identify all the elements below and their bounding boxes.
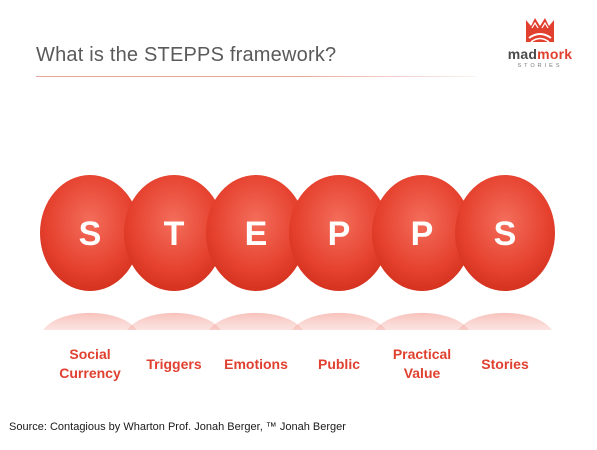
stepps-circle-s bbox=[40, 175, 140, 291]
stepps-label-line: Stories bbox=[481, 356, 529, 372]
title-divider bbox=[36, 76, 476, 77]
stepps-label: Emotions bbox=[211, 355, 301, 374]
stepps-label-line: Emotions bbox=[224, 356, 288, 372]
stepps-circle-p bbox=[372, 175, 472, 291]
slide-title: What is the STEPPS framework? bbox=[36, 44, 337, 66]
madmork-logo: madmork STORIES bbox=[500, 14, 580, 74]
stepps-label: Stories bbox=[460, 355, 550, 374]
stepps-label-line: Social bbox=[69, 346, 111, 362]
circle-reflection bbox=[127, 312, 221, 330]
stepps-letter: P bbox=[411, 215, 434, 253]
circle-reflection bbox=[292, 312, 386, 330]
stepps-circle-s bbox=[455, 175, 555, 291]
circle-reflection bbox=[209, 312, 303, 330]
stepps-label: Triggers bbox=[129, 355, 219, 374]
source-citation: Source: Contagious by Wharton Prof. Jona… bbox=[9, 421, 346, 433]
logo-mark-icon bbox=[526, 18, 554, 43]
circle-reflection bbox=[375, 312, 469, 330]
stepps-letter: T bbox=[164, 215, 185, 253]
stepps-label-line: Practical bbox=[392, 346, 452, 362]
stepps-label: Public bbox=[294, 355, 384, 374]
stepps-label: Practical Value bbox=[377, 345, 467, 383]
stepps-circle-p bbox=[289, 175, 389, 291]
stepps-letter: S bbox=[79, 215, 102, 253]
logo-tagline: STORIES bbox=[517, 63, 563, 69]
stepps-circle-t bbox=[124, 175, 224, 291]
stepps-circle-e bbox=[206, 175, 306, 291]
stepps-label-line: Currency bbox=[59, 365, 121, 381]
circle-reflection bbox=[43, 312, 137, 330]
stepps-letter: P bbox=[328, 215, 351, 253]
stepps-label: Social Currency bbox=[45, 345, 135, 383]
stepps-label-line: Value bbox=[403, 365, 441, 381]
circle-reflection bbox=[458, 312, 552, 330]
stepps-label-line: Triggers bbox=[146, 356, 202, 372]
logo-wordmark: madmork bbox=[507, 46, 573, 62]
stepps-letter: S bbox=[494, 215, 517, 253]
stepps-label-line: Public bbox=[317, 356, 360, 372]
stepps-letter: E bbox=[245, 215, 268, 253]
